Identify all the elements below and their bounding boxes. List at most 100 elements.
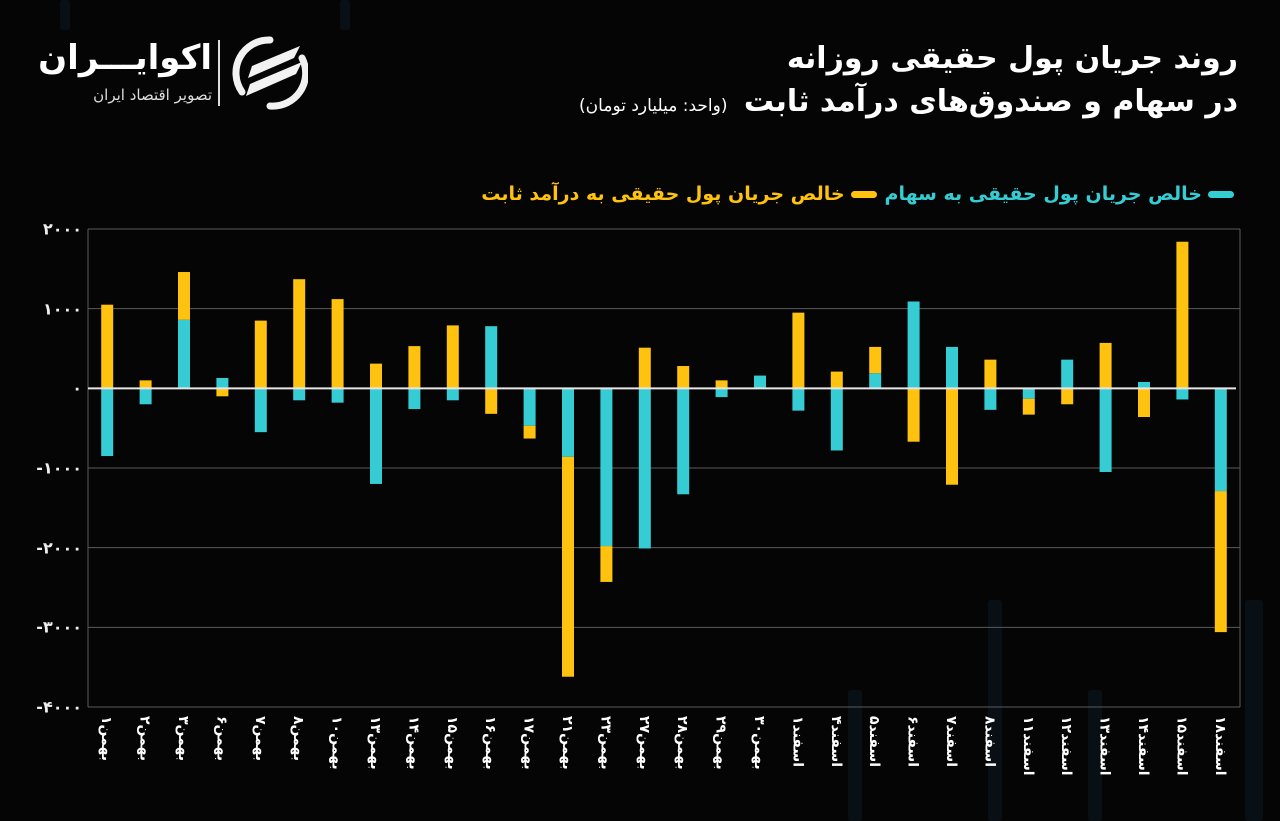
x-tick-label: اسفند۱۲ bbox=[1058, 716, 1075, 776]
legend-label-fixed-income: خالص جریان پول حقیقی به درآمد ثابت bbox=[481, 183, 845, 205]
bar-segment bbox=[293, 279, 306, 389]
y-tick-label: -۲۰۰۰ bbox=[36, 538, 82, 558]
bar-segment bbox=[254, 388, 267, 433]
bar-segment bbox=[1022, 388, 1035, 399]
bar-segment bbox=[1138, 381, 1150, 389]
legend-label-stocks: خالص جریان پول حقیقی به سهام bbox=[884, 183, 1202, 205]
bar-segment bbox=[523, 388, 536, 426]
logo-divider bbox=[218, 40, 220, 106]
x-tick-label: بهمن۱۶ bbox=[482, 716, 499, 770]
bar-segment bbox=[216, 388, 229, 397]
bar-segment bbox=[216, 377, 229, 389]
bar-segment bbox=[178, 319, 190, 389]
bar-segment bbox=[1022, 398, 1035, 415]
ecoiran-swoosh-icon bbox=[232, 36, 308, 110]
background-stripe bbox=[848, 690, 862, 821]
x-tick-label: بهمن۲۳ bbox=[597, 716, 614, 770]
bar-segment bbox=[715, 388, 728, 398]
bar-segment bbox=[254, 320, 267, 389]
y-tick-label: ۰ bbox=[72, 378, 82, 398]
bar-segment bbox=[139, 380, 152, 389]
y-tick-label: ۱۰۰۰ bbox=[42, 299, 82, 319]
bar-segment bbox=[1061, 388, 1074, 405]
x-tick-label: بهمن۲ bbox=[136, 716, 153, 762]
bar-segment bbox=[408, 346, 421, 389]
bar-segment bbox=[869, 346, 882, 374]
bar-segment bbox=[446, 325, 459, 389]
x-tick-label: بهمن۱۷ bbox=[520, 716, 537, 770]
bar-segment bbox=[1176, 241, 1189, 389]
bar-segment bbox=[1214, 491, 1227, 633]
bar-segment bbox=[754, 375, 766, 389]
background-stripe bbox=[988, 600, 1002, 821]
bar-segment bbox=[562, 388, 574, 457]
x-tick-label: اسفند۱۵ bbox=[1173, 716, 1190, 776]
legend-swatch-fixed-income bbox=[850, 190, 877, 198]
bar-segment bbox=[370, 388, 382, 484]
bar-segment bbox=[370, 363, 382, 389]
legend-swatch-stocks bbox=[1208, 190, 1234, 198]
x-tick-label: بهمن۳۰ bbox=[751, 716, 767, 770]
x-tick-label: بهمن۲۷ bbox=[635, 716, 652, 770]
legend-item-fixed-income: خالص جریان پول حقیقی به درآمد ثابت bbox=[481, 183, 877, 205]
bar-segment bbox=[1061, 359, 1074, 389]
bar-segment bbox=[792, 388, 805, 411]
bar-segment bbox=[331, 299, 344, 389]
bar-segment bbox=[600, 388, 613, 547]
brand-logo: اکوایـــران تصویر اقتصاد ایران bbox=[38, 36, 310, 110]
bar-segment bbox=[101, 304, 114, 389]
legend-item-stocks: خالص جریان پول حقیقی به سهام bbox=[885, 183, 1234, 205]
y-tick-label: -۴۰۰۰ bbox=[36, 697, 82, 717]
bar-segment bbox=[600, 546, 613, 582]
title-line1: روند جریان پول حقیقی روزانه bbox=[786, 41, 1238, 76]
bar-segment bbox=[485, 388, 498, 414]
bar-segment bbox=[178, 272, 190, 320]
bar-segment bbox=[677, 388, 690, 495]
x-tick-label: بهمن۶ bbox=[213, 716, 230, 762]
bar-segment bbox=[946, 346, 958, 389]
title-line2: در سهام و صندوق‌های درآمد ثابت (واحد: می… bbox=[579, 80, 1238, 128]
x-tick-label: بهمن۱۴ bbox=[405, 716, 422, 770]
background-stripe bbox=[60, 0, 70, 30]
bar-segment bbox=[638, 347, 651, 389]
bar-segment bbox=[715, 380, 728, 389]
x-tick-label: بهمن۱۳ bbox=[367, 716, 383, 770]
x-tick-label: اسفند۱۴ bbox=[1135, 716, 1151, 776]
bar-segment bbox=[830, 388, 843, 451]
title-line2-text: در سهام و صندوق‌های درآمد ثابت bbox=[743, 84, 1238, 119]
chart-legend: خالص جریان پول حقیقی به سهام خالص جریان … bbox=[481, 183, 1234, 205]
bar-segment bbox=[830, 371, 843, 389]
bar-segment bbox=[1099, 342, 1112, 389]
x-tick-label: بهمن۲۸ bbox=[674, 716, 691, 770]
brand-tagline: تصویر اقتصاد ایران bbox=[93, 86, 212, 104]
bar-segment bbox=[907, 301, 920, 389]
bar-segment bbox=[984, 388, 997, 410]
bar-segment bbox=[792, 312, 805, 389]
x-tick-label: اسفند۸ bbox=[981, 716, 998, 767]
x-tick-label: بهمن۱۵ bbox=[443, 716, 460, 770]
x-tick-label: بهمن۲۱ bbox=[559, 716, 575, 770]
x-tick-label: اسفند۱ bbox=[789, 716, 806, 767]
bar-segment bbox=[562, 456, 574, 677]
x-tick-label: بهمن۸ bbox=[290, 716, 307, 762]
bar-segment bbox=[331, 388, 344, 403]
x-tick-label: بهمن۲۹ bbox=[712, 716, 729, 770]
x-tick-label: اسفند۶ bbox=[904, 716, 921, 767]
x-tick-label: بهمن۱ bbox=[98, 716, 115, 762]
bar-segment bbox=[984, 359, 997, 389]
x-tick-label: بهمن۳ bbox=[175, 716, 191, 762]
bar-segment bbox=[523, 425, 536, 439]
bar-segment bbox=[1214, 388, 1227, 492]
bar-segment bbox=[946, 388, 958, 485]
background-stripe bbox=[340, 0, 350, 30]
x-tick-label: اسفند۵ bbox=[866, 716, 883, 767]
brand-name: اکوایـــران bbox=[38, 38, 212, 78]
background-stripe bbox=[1245, 600, 1263, 821]
chart-title: روند جریان پول حقیقی روزانه در سهام و صن… bbox=[579, 38, 1238, 128]
background-stripe bbox=[1088, 690, 1102, 821]
x-tick-label: اسفند۴ bbox=[827, 716, 844, 767]
bar-segment bbox=[1138, 388, 1150, 418]
bar-segment bbox=[1099, 388, 1112, 472]
bar-segment bbox=[638, 388, 651, 549]
